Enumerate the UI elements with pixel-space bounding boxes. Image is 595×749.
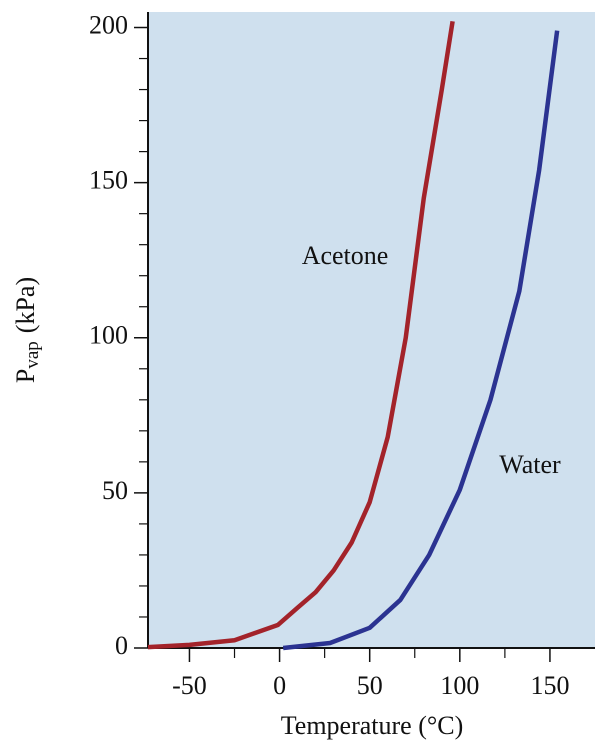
series-line — [147, 20, 455, 650]
y-tick-label: 150 — [89, 166, 128, 195]
x-tick-label: 50 — [357, 671, 383, 700]
x-tick-label: 150 — [530, 671, 569, 700]
x-tick-label: 0 — [273, 671, 286, 700]
series-label: Water — [499, 450, 561, 479]
series-label: Acetone — [302, 241, 389, 270]
series-line — [282, 30, 560, 651]
x-axis-label: Temperature (°C) — [281, 711, 464, 740]
y-tick-label: 200 — [89, 10, 128, 39]
y-label-main: P — [11, 369, 40, 383]
plot-background — [148, 12, 595, 648]
y-tick-label: 0 — [115, 631, 128, 660]
x-tick-label: 100 — [440, 671, 479, 700]
y-axis-label: Pvap (kPa) — [11, 277, 43, 383]
y-label-sub: vap — [22, 341, 43, 368]
y-label-unit: (kPa) — [11, 277, 40, 333]
x-tick-label: -50 — [172, 671, 207, 700]
y-tick-label: 100 — [89, 321, 128, 350]
y-tick-label: 50 — [102, 476, 128, 505]
